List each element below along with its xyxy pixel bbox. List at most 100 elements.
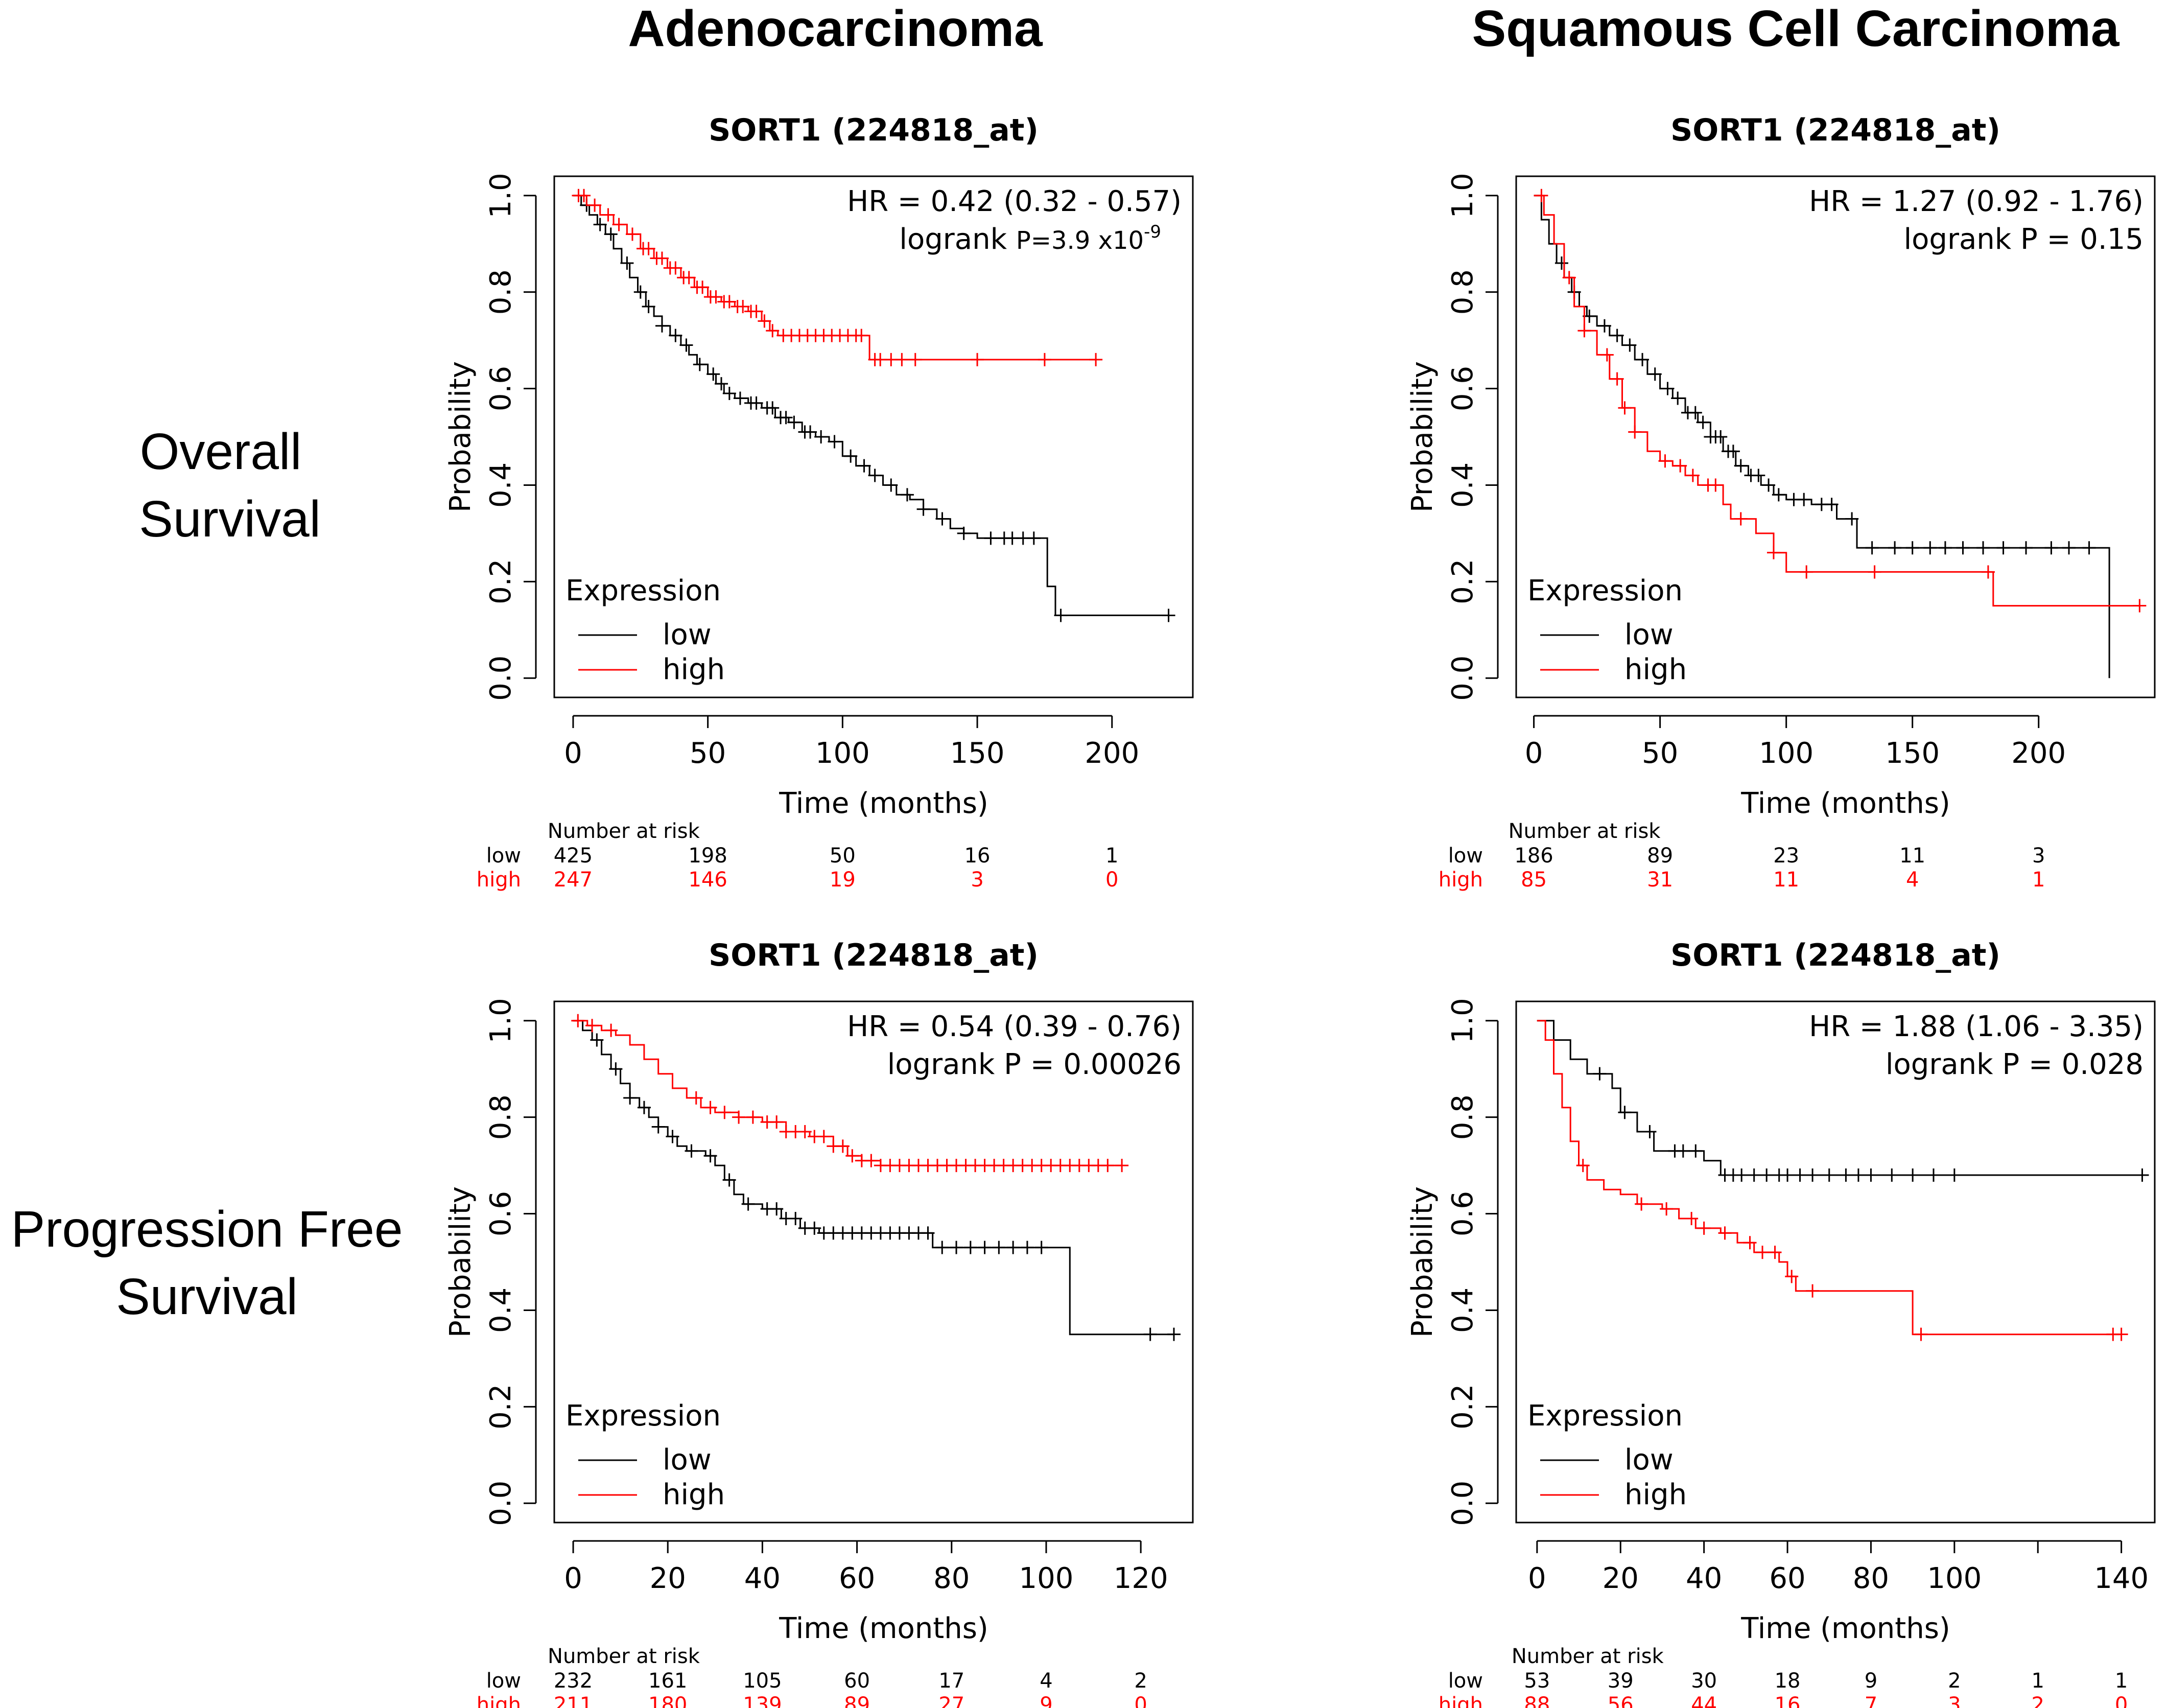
y-tick-label: 0.4 (1446, 462, 1479, 508)
censor-mark-low (935, 512, 949, 526)
censor-mark-low (669, 329, 682, 342)
risk-count-high: 3 (1948, 1693, 1961, 1708)
censor-mark-low (1888, 541, 1902, 555)
censor-mark-low (1006, 1241, 1020, 1254)
censor-mark-low (992, 1241, 1006, 1254)
plot-frame (1515, 1000, 2156, 1524)
x-tick-label: 60 (839, 1562, 875, 1595)
censor-mark-high (577, 189, 591, 202)
plot-title: SORT1 (224818_at) (709, 938, 1039, 973)
x-axis-label: Time (months) (779, 1612, 988, 1645)
risk-count-high: 0 (1134, 1693, 1147, 1708)
risk-count-high: 139 (743, 1693, 782, 1708)
risk-count-low: 16 (964, 844, 991, 868)
risk-count-high: 19 (830, 868, 856, 892)
censor-mark-low (1034, 1241, 1048, 1254)
censor-mark-high (1089, 353, 1103, 366)
censor-mark-high (1914, 1327, 1928, 1341)
x-tick-label: 40 (1686, 1562, 1722, 1595)
x-tick-label: 200 (2011, 737, 2066, 770)
censor-mark-high (2133, 599, 2147, 613)
censor-mark-high (1743, 1236, 1757, 1250)
censor-mark-low (978, 1241, 992, 1254)
censor-mark-high (1674, 459, 1687, 473)
censor-mark-high (601, 208, 615, 222)
hazard-ratio-text: HR = 0.54 (0.39 - 0.76) (847, 1010, 1182, 1043)
censor-mark-high (1115, 1159, 1129, 1173)
censor-mark-low (1027, 531, 1041, 545)
risk-count-low: 4 (1040, 1669, 1052, 1693)
x-axis-label: Time (months) (1740, 1612, 1950, 1645)
censor-mark-low (1648, 367, 1662, 381)
censor-mark-low (1689, 1144, 1703, 1158)
x-axis-label: Time (months) (779, 787, 988, 820)
censor-mark-low (808, 1221, 821, 1235)
censor-mark-high (845, 1149, 859, 1163)
x-tick-label: 120 (1114, 1562, 1168, 1595)
censor-mark-high (1800, 565, 1813, 579)
censor-mark-low (1734, 459, 1748, 473)
censor-mark-high (1660, 1202, 1674, 1216)
km-curve-low (573, 195, 1169, 616)
censor-mark-low (900, 488, 914, 502)
censor-mark-high (1686, 469, 1700, 482)
censor-mark-low (1864, 1168, 1878, 1182)
x-tick-label: 140 (2094, 1562, 2149, 1595)
censor-mark-low (1643, 1125, 1657, 1138)
censor-mark-low (1976, 541, 1990, 555)
logrank-label: logrank (899, 223, 1016, 256)
risk-count-high: 146 (688, 868, 727, 892)
y-axis-label: Probability (444, 361, 477, 512)
km-curve-low (1537, 1020, 2142, 1176)
risk-table-header: Number at risk (1509, 820, 1661, 843)
plot-title: SORT1 (224818_at) (709, 112, 1039, 148)
censor-mark-low (1845, 512, 1859, 526)
risk-count-high: 11 (1773, 868, 1799, 892)
risk-count-high: 89 (844, 1693, 870, 1708)
censor-mark-high (770, 1115, 784, 1129)
risk-count-low: 2 (1134, 1669, 1147, 1693)
censor-mark-high (604, 1023, 618, 1037)
censor-mark-high (718, 1106, 732, 1119)
censor-mark-low (1947, 1168, 1961, 1182)
censor-mark-low (1822, 1168, 1836, 1182)
y-tick-label: 0.6 (484, 1191, 517, 1236)
risk-row-label-low: low (1448, 1669, 1483, 1693)
censor-mark-low (1760, 1168, 1774, 1182)
censor-mark-low (1735, 1168, 1749, 1182)
risk-table-header: Number at risk (1512, 1645, 1664, 1668)
censor-mark-low (1825, 498, 1839, 511)
y-tick-label: 0.0 (1446, 656, 1479, 701)
censor-mark-high (1562, 271, 1576, 285)
censor-mark-high (798, 1125, 812, 1138)
risk-count-high: 211 (554, 1693, 593, 1708)
plot-frame (553, 1000, 1194, 1524)
censor-mark-high (625, 227, 639, 241)
risk-table-header: Number at risk (548, 1645, 700, 1668)
censor-mark-low (1793, 1168, 1807, 1182)
censor-mark-low (609, 1062, 623, 1076)
risk-count-low: 232 (554, 1669, 593, 1693)
censor-mark-low (1623, 338, 1637, 352)
risk-count-low: 30 (1691, 1669, 1717, 1693)
censor-mark-low (741, 1197, 755, 1211)
risk-row-label-low: low (486, 1669, 521, 1693)
censor-mark-high (1981, 565, 1995, 579)
censor-mark-low (935, 1241, 949, 1254)
censor-mark-low (679, 338, 693, 352)
x-tick-label: 60 (1769, 1562, 1805, 1595)
censor-mark-high (689, 1091, 703, 1105)
y-tick-label: 0.6 (1446, 366, 1479, 411)
censor-mark-low (1956, 541, 1970, 555)
censor-mark-high (585, 1019, 599, 1033)
censor-mark-high (703, 1101, 717, 1114)
censor-mark-low (715, 377, 728, 391)
plot-frame (553, 175, 1194, 698)
censor-mark-high (1709, 478, 1723, 492)
censor-mark-low (884, 478, 898, 492)
censor-mark-high (1697, 1221, 1711, 1235)
censor-mark-low (651, 1120, 665, 1134)
censor-mark-low (804, 425, 817, 439)
